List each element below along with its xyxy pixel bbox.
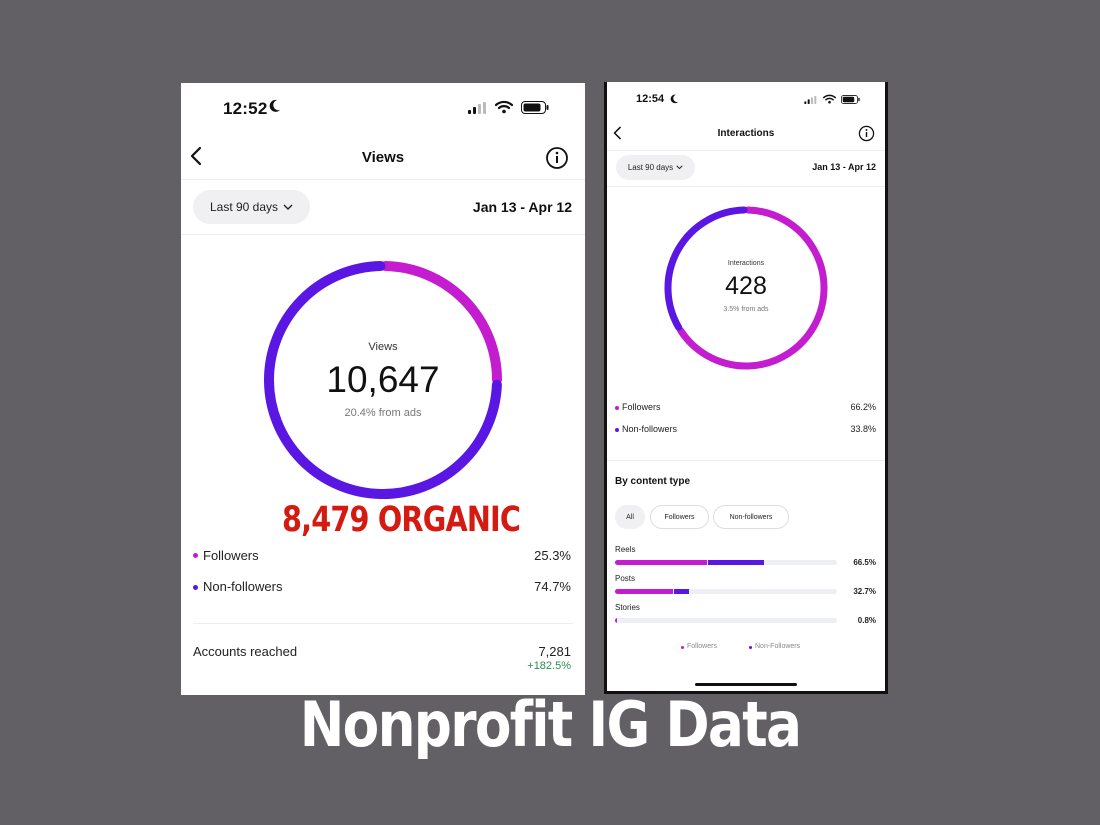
donut-non-followers-arc	[664, 206, 748, 331]
content-type-value-posts: 32.7%	[853, 587, 876, 596]
followers-legend-value: 25.3%	[534, 548, 571, 563]
followers-legend-label: Followers	[622, 402, 661, 412]
page-title: Views	[361, 149, 405, 166]
battery-icon	[841, 95, 860, 104]
content-type-label-stories: Stories	[615, 603, 640, 612]
donut-followers-arc	[677, 206, 828, 370]
followers-legend-value: 66.2%	[850, 402, 876, 412]
organic-overlay-text: 8,479 ORGANIC	[282, 500, 521, 540]
interactions-screen: 12:54 Interactions Last 90 days Jan 13 -…	[607, 82, 885, 691]
chevron-down-icon	[676, 165, 683, 170]
bottom-legend-followers: Followers	[687, 643, 717, 650]
wifi-icon	[823, 94, 836, 104]
accounts-reached-label[interactable]: Accounts reached	[193, 644, 298, 659]
date-range-dropdown-label: Last 90 days	[627, 163, 674, 172]
date-range-text: Jan 13 - Apr 12	[812, 162, 876, 172]
stories-followers-segment	[615, 618, 617, 623]
date-range-dropdown[interactable]: Last 90 days	[616, 155, 695, 180]
chevron-down-icon	[283, 204, 293, 210]
divider	[607, 150, 885, 151]
donut-non-followers-arc	[264, 261, 502, 499]
donut-center-label: Views	[368, 341, 398, 353]
posts-non-followers-segment	[673, 589, 689, 594]
home-indicator[interactable]	[695, 683, 797, 686]
followers-legend-dot	[615, 406, 619, 410]
moon-icon	[269, 99, 280, 112]
battery-icon	[521, 101, 549, 114]
non-followers-legend-value: 33.8%	[850, 424, 876, 434]
section-title: By content type	[615, 476, 691, 487]
divider	[181, 179, 585, 180]
filter-chip-non-followers[interactable]: Non-followers	[713, 505, 789, 529]
date-range-dropdown[interactable]: Last 90 days	[193, 190, 310, 224]
bottom-legend-non-followers: Non-Followers	[755, 643, 801, 650]
divider	[193, 623, 573, 624]
accounts-reached-value: 7,281	[538, 644, 571, 659]
filter-chip-all[interactable]: All	[615, 505, 645, 529]
donut-center-subtext: 3.5% from ads	[723, 306, 769, 313]
bottom-legend-non-followers-dot	[749, 646, 752, 649]
content-type-label-posts: Posts	[615, 574, 636, 583]
views-screen: 12:52 Views Last 90 days Jan 13 - Apr 12…	[181, 83, 585, 695]
content-type-bar-reels	[615, 560, 837, 565]
reels-non-followers-segment	[708, 560, 764, 565]
posts-followers-segment	[615, 589, 673, 594]
non-followers-legend-dot	[193, 585, 198, 590]
info-icon[interactable]	[858, 125, 875, 142]
signal-icon	[468, 102, 486, 114]
signal-icon	[804, 96, 817, 104]
page-title: Interactions	[717, 128, 775, 139]
wifi-icon	[495, 100, 513, 114]
content-type-bar-stories	[615, 618, 837, 623]
info-icon[interactable]	[545, 146, 569, 170]
non-followers-legend-value: 74.7%	[534, 579, 571, 594]
donut-center-subtext: 20.4% from ads	[344, 407, 422, 419]
content-type-label-reels: Reels	[615, 545, 636, 554]
non-followers-legend-label: Non-followers	[203, 579, 283, 594]
non-followers-legend-label: Non-followers	[622, 424, 678, 434]
content-type-value-reels: 66.5%	[853, 558, 876, 567]
filter-chip-followers[interactable]: Followers	[650, 505, 709, 529]
donut-followers-arc	[380, 261, 502, 385]
caption-title: Nonprofit IG Data	[299, 688, 802, 761]
accounts-reached-change: +182.5%	[527, 660, 571, 672]
divider	[181, 234, 585, 235]
back-chevron-icon[interactable]	[612, 126, 624, 140]
followers-legend-dot	[193, 553, 198, 558]
donut-center-value: 428	[725, 272, 767, 300]
views-donut-chart	[264, 261, 502, 499]
donut-center-label: Interactions	[727, 260, 765, 267]
non-followers-legend-dot	[615, 428, 619, 432]
back-chevron-icon[interactable]	[189, 146, 205, 166]
divider	[607, 460, 885, 461]
status-time: 12:54	[636, 93, 665, 105]
date-range-text: Jan 13 - Apr 12	[472, 199, 572, 215]
reels-followers-segment	[615, 560, 708, 565]
divider	[607, 186, 885, 187]
content-type-bar-posts	[615, 589, 837, 594]
donut-center-value: 10,647	[326, 359, 440, 400]
bottom-legend-followers-dot	[681, 646, 684, 649]
moon-icon	[670, 94, 679, 104]
interactions-donut-chart	[664, 206, 828, 370]
followers-legend-label: Followers	[203, 548, 259, 563]
date-range-dropdown-label: Last 90 days	[209, 200, 279, 214]
content-type-value-stories: 0.8%	[857, 616, 876, 625]
status-time: 12:52	[223, 99, 268, 118]
